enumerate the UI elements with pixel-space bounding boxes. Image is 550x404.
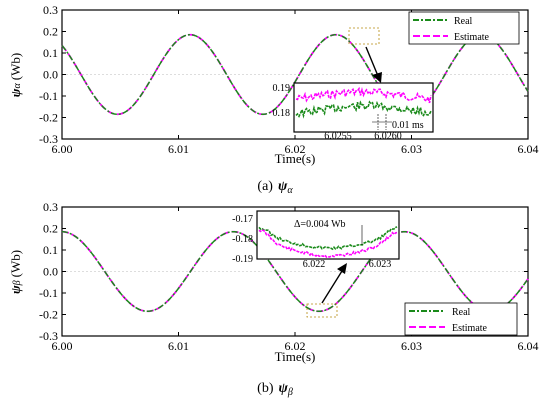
- inset-traces-a: [295, 86, 432, 119]
- inset-xtick-a-0: 6.0255: [324, 131, 352, 142]
- y-axis-label-b: ψβ(Wb): [8, 250, 23, 294]
- inset-xtick-b-0: 6.022: [303, 259, 326, 270]
- y-tick-label: -0.3: [39, 132, 58, 146]
- caption-b: (b) ψβ: [257, 381, 293, 398]
- inset-ytick-a-1: 0.18: [273, 108, 291, 119]
- x-tick-label: 6.02: [285, 142, 306, 156]
- inset-frame-a: [293, 82, 434, 133]
- x-tick-label: 6.01: [168, 339, 189, 353]
- x-tick-label: 6.00: [52, 142, 73, 156]
- y-tick-label: -0.1: [39, 89, 58, 103]
- y-tick-label: -0.2: [39, 308, 58, 322]
- y-tick-label: 0.1: [43, 243, 58, 257]
- y-tick-label: 0.3: [43, 3, 58, 17]
- inset-xtick-b-1: 6.023: [369, 259, 392, 270]
- caption-a: (a) ψα: [257, 179, 293, 196]
- x-axis-label-a: Time(s): [275, 151, 316, 166]
- panel-a: 0.30.20.10.0-0.1-0.2-0.3 6.00 6.01 6.02 6.0…: [8, 3, 539, 196]
- y-tick-label: 0.0: [43, 265, 58, 279]
- arrow-head-a: [372, 72, 382, 83]
- x-tick-label: 6.03: [401, 339, 422, 353]
- y-tick-label: 0.2: [43, 222, 58, 236]
- x-axis-label-b: Time(s): [275, 349, 316, 364]
- inset-annotation-a: 0.01 ms: [392, 120, 424, 131]
- curves-a: [61, 33, 529, 116]
- y-tick-label: 0.3: [43, 200, 58, 214]
- x-ticks-a: 6.00 6.01 6.02 6.03 6.04: [52, 10, 539, 156]
- inset-b: Δ=0.004 Wb -0.17 -0.18 -0.19 6.022 6.023: [232, 210, 400, 270]
- inset-a: 0.01 ms 0.19 0.18 6.0255 6.0260: [273, 82, 434, 142]
- zoom-arrow-b: [321, 270, 343, 304]
- x-tick-label: 6.03: [401, 142, 422, 156]
- y-ticks-a: 0.3 0.2 0.1 0.0 -0.1 -0.2 -0.3: [39, 3, 528, 146]
- x-tick-label: 6.01: [168, 142, 189, 156]
- x-tick-label: 6.02: [285, 339, 306, 353]
- y-tick-label: -0.3: [39, 329, 58, 343]
- legend-box-a: [408, 11, 520, 45]
- x-tick-label: 6.00: [52, 339, 73, 353]
- curves-b: [61, 230, 529, 313]
- y-tick-label: -0.2: [39, 111, 58, 125]
- inset-frame-b: [256, 210, 400, 260]
- zoom-region-a: [348, 27, 380, 45]
- y-tick-label: 0.0: [43, 68, 58, 82]
- inset-xtick-a-1: 6.0260: [374, 131, 402, 142]
- legend-real-a: Real: [454, 16, 473, 27]
- series-real: [61, 33, 529, 116]
- legend-box-b: [404, 302, 518, 336]
- legend-estimate-b: Estimate: [452, 323, 488, 334]
- inset-estimate-b: [258, 229, 398, 258]
- y-ticks-b: 0.3 0.2 0.1 0.0 -0.1 -0.2 -0.3: [39, 200, 528, 343]
- zoom-region-b: [306, 303, 338, 318]
- inset-ytick-a-0: 0.19: [273, 83, 291, 94]
- y-tick-label: 0.2: [43, 25, 58, 39]
- inset-traces-b: [258, 226, 398, 258]
- legend-real-b: Real: [452, 307, 471, 318]
- x-tick-label: 6.04: [518, 142, 539, 156]
- y-axis-label-a: ψα(Wb): [8, 53, 23, 97]
- arrow-head-b: [337, 263, 347, 274]
- y-tick-label: -0.1: [39, 286, 58, 300]
- inset-real-a: [295, 100, 432, 119]
- inset-estimate-a: [295, 86, 432, 104]
- x-ticks-b: 6.00 6.01 6.02 6.03 6.04: [52, 207, 539, 353]
- zoom-arrow-a: [365, 46, 379, 77]
- panel-b: 0.30.20.10.0-0.1-0.2-0.3 6.00 6.01 6.02 6.0…: [8, 200, 539, 398]
- series-real: [61, 230, 529, 313]
- inset-real-b: [258, 226, 398, 251]
- inset-annotation-b: Δ=0.004 Wb: [294, 219, 346, 230]
- x-tick-label: 6.04: [518, 339, 539, 353]
- y-tick-label: 0.1: [43, 46, 58, 60]
- legend-estimate-a: Estimate: [454, 32, 490, 43]
- legend-b: Real Estimate: [404, 302, 518, 336]
- inset-ytick-b-1: -0.18: [232, 234, 253, 245]
- inset-ytick-b-0: -0.17: [232, 214, 253, 225]
- inset-ytick-b-2: -0.19: [232, 254, 253, 265]
- legend-a: Real Estimate: [408, 11, 520, 45]
